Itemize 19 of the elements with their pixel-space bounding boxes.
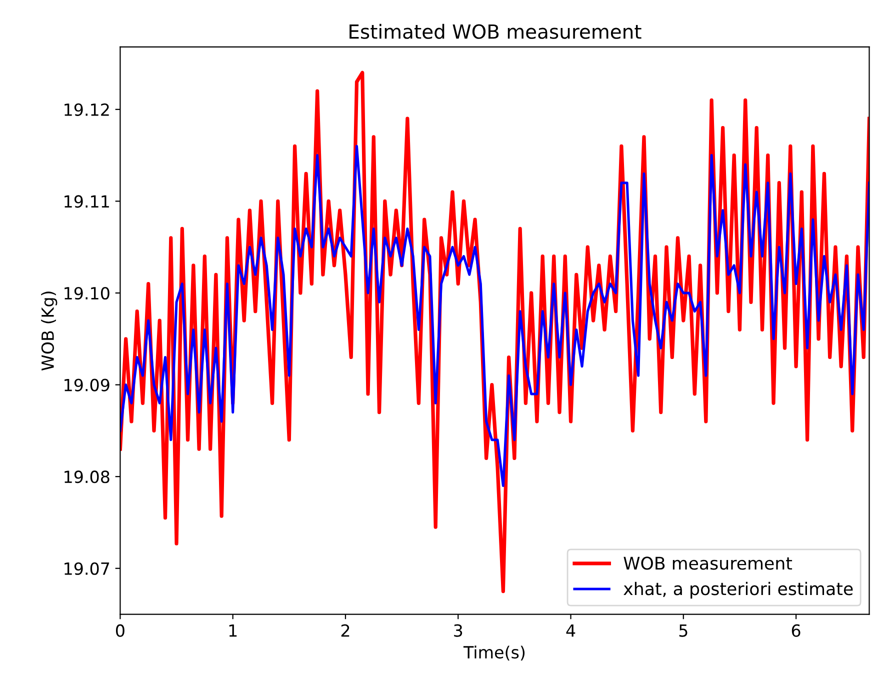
x-tick-label: 0	[116, 624, 124, 637]
chart-title: Estimated WOB measurement	[350, 24, 642, 39]
y-tick-label: 19.08	[64, 470, 110, 484]
legend-label: WOB measurement	[624, 556, 792, 570]
y-tick-label: 19.10	[64, 286, 110, 300]
y-tick-label: 19.07	[64, 562, 110, 575]
y-axis-title: WOB (Kg)	[41, 292, 58, 370]
x-tick-label: 2	[341, 624, 350, 637]
x-tick-label: 3	[454, 624, 462, 637]
legend-label: xhat, a posteriori estimate	[624, 582, 853, 599]
x-tick-label: 1	[229, 624, 237, 637]
y-tick-label: 19.09	[64, 378, 110, 392]
x-tick-label: 5	[679, 624, 688, 637]
x-tick-label: 4	[566, 624, 576, 637]
x-tick-label: 6	[792, 624, 800, 637]
line-series	[120, 144, 870, 488]
y-tick-label: 19.11	[64, 195, 109, 208]
x-axis-title: Time(s)	[463, 646, 525, 661]
y-tick-label: 19.12	[64, 103, 109, 116]
